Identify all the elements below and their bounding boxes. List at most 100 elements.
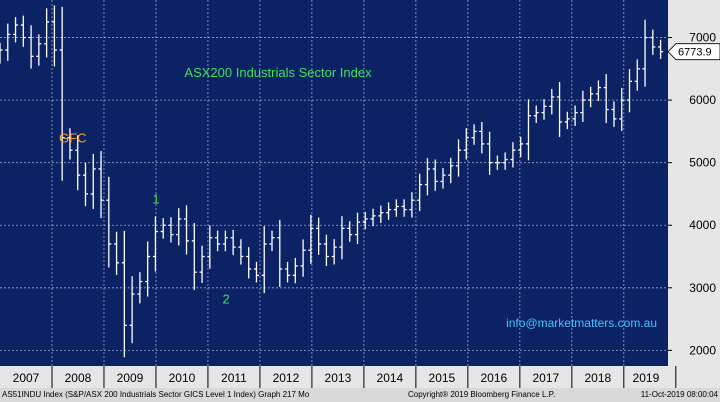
price-bar [518,136,524,158]
price-bar [90,153,96,209]
x-tick-label: 2009 [117,371,144,385]
price-bar [362,211,368,230]
price-bar [137,272,143,304]
x-tick-label: 2019 [633,371,660,385]
price-bar [191,223,197,290]
price-bar [20,15,26,47]
price-bar [75,135,81,191]
price-bar [277,219,283,287]
price-bar [588,86,594,108]
price-bar [510,142,516,168]
last-price-label: 6773.9 [678,47,712,59]
price-bar [44,8,50,58]
footer-copyright: Copyright® 2019 Bloomberg Finance L.P. [408,390,556,399]
price-bar [59,6,65,181]
price-bar [401,199,407,217]
price-bar [145,241,151,297]
price-bar [603,73,609,124]
price-bars [0,5,664,358]
price-bar [114,231,120,275]
price-bar [51,5,57,67]
price-bar [269,230,275,252]
price-bar [121,230,127,358]
price-bar [456,139,462,177]
price-bar [494,155,500,170]
price-bar [378,205,384,223]
price-bar [502,152,508,170]
y-tick-label: 3000 [689,281,716,295]
footer-source: AS51INDU Index (S&P/ASX 200 Industrials … [2,390,310,399]
y-axis-panel [668,0,720,366]
x-tick-label: 2016 [481,371,508,385]
price-bar [463,128,469,160]
annotations: GFC 1 2 [59,131,230,307]
price-bar [199,245,205,283]
y-tick-label: 6000 [689,93,716,107]
footer-bar: AS51INDU Index (S&P/ASX 200 Industrials … [0,388,720,402]
price-bar [184,205,190,255]
y-axis: 2000 3000 4000 5000 6000 7000 [668,31,716,357]
price-bar [471,124,477,145]
price-bar [424,158,430,196]
x-tick-label: 2017 [532,371,559,385]
price-bar [28,25,34,69]
x-tick-label: 2018 [584,371,611,385]
price-bar [386,202,392,220]
price-bar [432,159,438,191]
annotation-wave-1: 1 [152,191,159,206]
price-bar [176,208,182,246]
y-tick-label: 2000 [689,343,716,357]
y-tick-label: 4000 [689,218,716,232]
price-bar [222,230,228,252]
price-bar [238,239,244,265]
price-bar [13,17,19,43]
price-bar [409,192,415,218]
annotation-gfc: GFC [59,131,86,146]
price-bar [564,111,570,130]
price-bar [168,217,174,243]
price-bar [595,80,601,101]
price-bar [230,229,236,256]
x-tick-label: 2010 [169,371,196,385]
price-bar [580,90,586,122]
price-bar [207,225,213,269]
price-bar [572,105,578,127]
chart-title: ASX200 Industrials Sector Index [184,65,372,80]
price-bar [417,173,423,211]
x-tick-label: 2015 [429,371,456,385]
last-price-tag: 6773.9 [667,43,720,61]
x-tick-label: 2008 [65,371,92,385]
price-bar [106,176,112,268]
price-bar [98,151,104,219]
price-bar [487,131,493,175]
price-bar [308,214,314,264]
price-bar [339,216,345,260]
price-bar [129,276,135,344]
y-tick-label: 7000 [689,31,716,45]
footer-timestamp: 11-Oct-2019 08:00:04 [640,390,718,399]
watermark-contact: info@marketmatters.com.au [506,316,657,330]
price-bar [82,162,88,207]
price-bar [611,101,617,127]
price-bar [292,257,298,284]
price-bar [619,87,625,132]
price-bar [440,168,446,189]
price-bar [323,234,329,266]
price-bar [253,261,259,283]
price-bar [246,247,252,279]
price-bar [658,39,664,59]
x-tick-label: 2007 [13,371,40,385]
price-bar [557,81,563,138]
price-bar [300,239,306,277]
x-axis: 2007 2008 2009 2010 2011 2012 2013 2014 2015 2016… [13,366,677,388]
x-axis-panel [0,366,720,388]
price-bar [331,239,337,265]
price-bar [549,88,555,115]
price-bar [347,221,353,242]
price-bar [285,261,291,283]
price-bar [316,217,322,255]
price-bar [67,128,73,160]
price-bar [541,99,547,120]
price-bar [0,42,3,64]
